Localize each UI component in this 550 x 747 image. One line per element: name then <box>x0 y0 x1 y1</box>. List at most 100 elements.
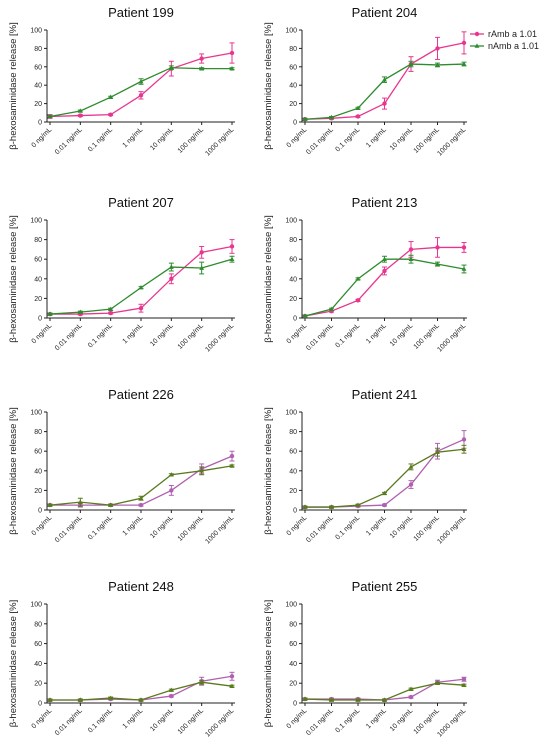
y-tick-label: 20 <box>289 296 297 303</box>
panel-title: Patient 204 <box>352 5 418 20</box>
y-tick-label: 60 <box>34 641 42 648</box>
x-tick-label: 100 ng/mL <box>413 514 441 542</box>
series-line <box>305 438 465 508</box>
chart-panel-7: Patient 248 β-hexosaminidase release [%] 0… <box>8 579 235 739</box>
data-point <box>435 62 440 67</box>
data-point <box>435 46 440 51</box>
data-point <box>199 679 205 685</box>
data-point <box>408 61 414 66</box>
data-point <box>382 268 387 274</box>
y-tick-label: 100 <box>30 410 42 417</box>
y-axis-label: β-hexosaminidase release [%] <box>8 215 19 342</box>
x-tick-label: 0.01 ng/mL <box>54 707 84 737</box>
x-tick-label: 1 ng/mL <box>365 322 388 345</box>
y-tick-label: 60 <box>289 641 297 648</box>
panel-title: Patient 241 <box>352 387 418 402</box>
y-tick-label: 0 <box>293 701 297 708</box>
y-tick-label: 80 <box>34 46 42 53</box>
data-point <box>138 285 144 290</box>
data-point <box>77 499 83 504</box>
chart-panel-6: Patient 241 β-hexosaminidase release [%] 0… <box>263 387 467 546</box>
panel-title: Patient 248 <box>108 579 174 594</box>
data-point <box>138 306 144 311</box>
data-point <box>461 446 467 452</box>
x-tick-label: 10 ng/mL <box>149 126 175 152</box>
y-tick-label: 0 <box>38 508 42 515</box>
series-line <box>50 681 233 701</box>
data-point <box>138 78 144 84</box>
y-tick-label: 40 <box>289 661 297 668</box>
data-point <box>461 245 467 250</box>
y-tick-label: 80 <box>34 429 42 436</box>
data-point <box>138 93 144 98</box>
data-point <box>461 682 467 687</box>
data-point <box>108 310 113 316</box>
data-point <box>229 256 235 261</box>
series-namb <box>47 255 235 316</box>
x-tick-label: 0.1 ng/mL <box>334 322 361 349</box>
x-tick-label: 100 ng/mL <box>177 126 205 154</box>
data-point <box>108 94 114 99</box>
x-tick-label: 0.1 ng/mL <box>334 126 361 153</box>
x-tick-label: 1 ng/mL <box>365 126 388 149</box>
y-tick-label: 80 <box>289 621 297 628</box>
x-tick-label: 0.01 ng/mL <box>54 322 84 352</box>
legend-marker <box>474 31 480 37</box>
y-tick-label: 60 <box>289 64 297 71</box>
chart-panel-4: Patient 213 β-hexosaminidase release [%] 0… <box>263 195 467 354</box>
x-tick-label: 10 ng/mL <box>149 322 175 348</box>
data-point <box>108 695 114 700</box>
x-tick-label: 0.1 ng/mL <box>87 322 114 349</box>
y-tick-label: 100 <box>285 410 297 417</box>
data-point <box>199 265 205 270</box>
y-tick-label: 100 <box>285 602 297 609</box>
x-tick-label: 100 ng/mL <box>177 707 205 735</box>
y-tick-label: 100 <box>30 28 42 35</box>
y-tick-label: 40 <box>289 276 297 283</box>
data-point <box>138 502 144 508</box>
chart-panel-5: Patient 226 β-hexosaminidase release [%] 0… <box>8 387 235 546</box>
y-tick-label: 40 <box>289 83 297 90</box>
data-point <box>169 693 174 699</box>
x-tick-label: 0.1 ng/mL <box>334 707 361 734</box>
x-tick-label: 1000 ng/mL <box>204 707 235 738</box>
data-point <box>461 40 467 46</box>
y-tick-label: 40 <box>34 661 42 668</box>
x-tick-label: 10 ng/mL <box>389 514 415 540</box>
y-tick-label: 100 <box>30 218 42 225</box>
series-namb <box>302 680 467 702</box>
data-point <box>382 697 387 702</box>
series-line <box>50 675 233 701</box>
panel-title: Patient 213 <box>352 195 418 210</box>
x-tick-label: 1 ng/mL <box>122 126 145 149</box>
data-point <box>77 697 83 702</box>
data-point <box>408 247 414 252</box>
data-point <box>302 313 308 318</box>
data-point <box>408 256 414 261</box>
y-tick-label: 80 <box>289 46 297 53</box>
y-tick-label: 60 <box>34 449 42 456</box>
data-point <box>199 468 205 473</box>
x-tick-label: 0 ng/mL <box>286 322 309 345</box>
x-tick-label: 0.01 ng/mL <box>305 707 335 737</box>
y-axis-label: β-hexosaminidase release [%] <box>8 22 19 149</box>
y-axis-label: β-hexosaminidase release [%] <box>263 407 274 534</box>
data-point <box>108 502 114 507</box>
data-point <box>229 50 235 56</box>
data-point <box>199 250 204 255</box>
chart-panel-1: Patient 199 β-hexosaminidase release [%] 0… <box>8 5 235 158</box>
x-tick-label: 1000 ng/mL <box>204 126 235 157</box>
x-tick-label: 1 ng/mL <box>365 707 388 730</box>
x-tick-label: 0 ng/mL <box>31 707 54 730</box>
data-point <box>77 309 83 314</box>
data-point <box>47 311 53 316</box>
x-tick-label: 100 ng/mL <box>413 126 441 154</box>
legend: rAmb a 1.01 nAmb a 1.01 <box>470 29 539 51</box>
panel-title: Patient 255 <box>352 579 418 594</box>
y-tick-label: 20 <box>34 296 42 303</box>
x-tick-label: 0.1 ng/mL <box>87 514 114 541</box>
y-tick-label: 60 <box>34 64 42 71</box>
x-tick-label: 1000 ng/mL <box>436 322 467 353</box>
x-tick-label: 1 ng/mL <box>122 707 145 730</box>
data-point <box>329 306 334 311</box>
